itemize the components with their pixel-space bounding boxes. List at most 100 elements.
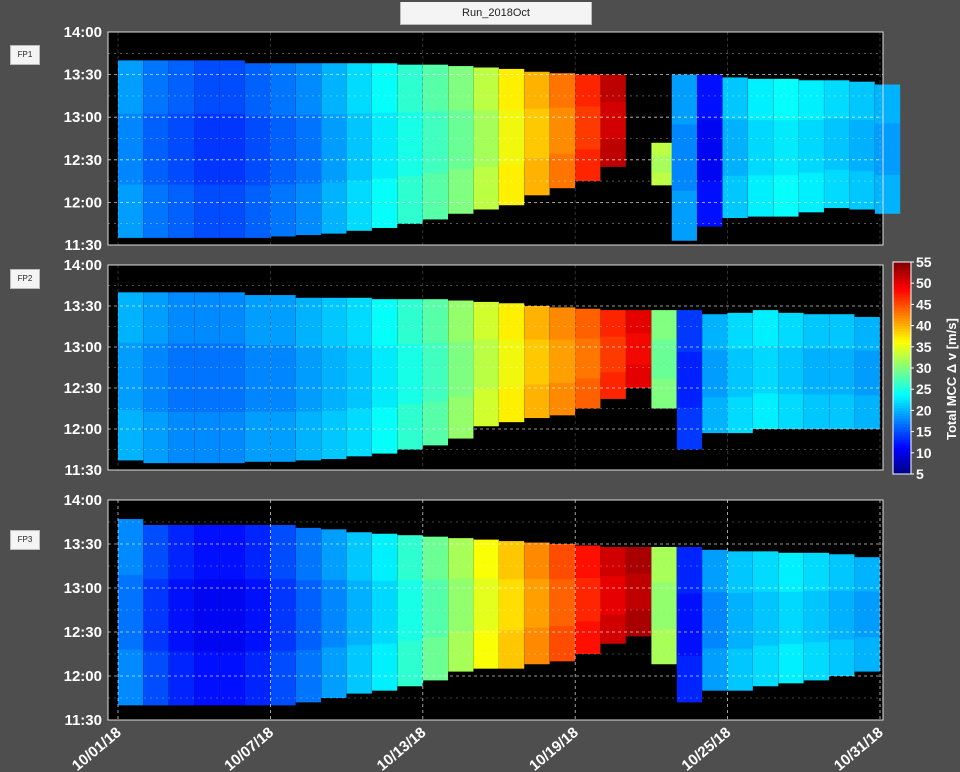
plot-frame xyxy=(107,264,884,471)
colorbar-segment xyxy=(893,455,911,459)
heatmap-cell-core xyxy=(194,579,220,652)
colorbar-tick-label: 45 xyxy=(916,296,932,312)
colorbar-segment xyxy=(893,320,911,324)
colorbar-segment xyxy=(893,341,911,345)
colorbar-segment xyxy=(893,458,911,462)
colorbar-segment xyxy=(893,354,911,358)
y-tick-label: 12:00 xyxy=(64,421,102,438)
colorbar-segment xyxy=(893,397,911,401)
heatmap-cell-core xyxy=(448,110,474,170)
colorbar-segment xyxy=(893,285,911,290)
colorbar-segment xyxy=(893,431,911,435)
heatmap-cell-core xyxy=(270,115,296,185)
colorbar-segment xyxy=(893,466,911,470)
colorbar-segment xyxy=(893,352,911,356)
heatmap-cell-core xyxy=(321,346,347,411)
x-tick-label: 10/31/18 xyxy=(831,724,887,772)
heatmap-cell-core xyxy=(143,579,169,652)
y-tick-label: 12:30 xyxy=(64,624,102,641)
panel-tag-fp1[interactable]: FP1 xyxy=(10,45,40,65)
heatmap-cell-core xyxy=(778,591,804,645)
colorbar-label: Total MCC Δ v [m/s] xyxy=(944,318,959,440)
heatmap-cell-core xyxy=(849,120,875,172)
panel-tag-fp3[interactable]: FP3 xyxy=(10,530,40,550)
heatmap-cell-core xyxy=(397,112,423,176)
heatmap-cell-core xyxy=(727,348,753,398)
y-tick-label: 12:00 xyxy=(64,194,102,211)
y-tick-label: 13:00 xyxy=(64,580,102,597)
heatmap-cell-core xyxy=(372,112,398,179)
heatmap-cell-core xyxy=(372,345,398,408)
heatmap-cell-core xyxy=(549,107,576,154)
colorbar-segment xyxy=(893,410,911,414)
colorbar-segment xyxy=(893,333,911,337)
colorbar-segment xyxy=(893,426,911,430)
colorbar-segment xyxy=(893,378,911,382)
y-tick-label: 14:00 xyxy=(64,24,102,41)
colorbar-segment xyxy=(893,325,911,329)
colorbar-segment xyxy=(893,418,911,422)
heatmap-cell-core xyxy=(549,339,576,383)
colorbar-segment xyxy=(893,402,911,406)
heatmap-cell-core xyxy=(753,345,779,394)
colorbar-segment xyxy=(893,450,911,454)
panel-tag-fp2[interactable]: FP2 xyxy=(10,269,40,289)
heatmap-cell-core xyxy=(803,348,830,395)
colorbar-segment xyxy=(893,293,911,298)
heatmap-cell-core xyxy=(473,578,499,630)
heatmap-cell-core xyxy=(219,113,245,185)
colorbar-segment xyxy=(893,262,911,266)
heatmap-cell-core xyxy=(295,346,322,412)
heatmap-cell-core xyxy=(575,578,601,622)
heatmap-cell-core xyxy=(626,573,652,610)
heatmap-cell-core xyxy=(803,591,830,643)
colorbar-segment xyxy=(893,346,911,351)
colorbar-segment xyxy=(893,405,911,409)
heatmap-cell-core xyxy=(321,114,347,183)
heatmap-cell-core xyxy=(448,578,474,632)
colorbar-segment xyxy=(893,423,911,427)
x-tick-label: 10/13/18 xyxy=(374,724,430,772)
y-tick-label: 14:00 xyxy=(64,492,102,509)
heatmap-cell-core xyxy=(524,579,550,628)
heatmap-cell-core xyxy=(168,113,195,185)
plot-frame xyxy=(107,499,884,721)
colorbar-tick-label: 5 xyxy=(916,466,924,482)
heatmap-cell-core xyxy=(372,580,398,644)
colorbar-segment xyxy=(893,399,911,404)
colorbar-segment xyxy=(893,463,911,467)
heatmap-cell-core xyxy=(219,343,245,412)
chart-title-tab[interactable]: Run_2018Oct xyxy=(400,2,592,25)
colorbar-segment xyxy=(893,312,911,316)
colorbar-segment xyxy=(893,444,911,449)
colorbar-segment xyxy=(893,421,911,425)
heatmap-cell-core xyxy=(874,123,901,175)
y-tick-label: 11:30 xyxy=(64,712,102,729)
heatmap-cell-core xyxy=(118,342,144,411)
heatmap-cell-core xyxy=(473,339,499,389)
heatmap-cell-core xyxy=(549,579,576,627)
colorbar-segment xyxy=(893,415,911,419)
heatmap-cell-core xyxy=(295,114,322,184)
heatmap-cell-core xyxy=(702,592,728,649)
colorbar-segment xyxy=(893,267,911,271)
colorbar-segment xyxy=(893,291,911,295)
colorbar-segment xyxy=(893,338,911,343)
colorbar-segment xyxy=(893,277,911,282)
heatmap-cell-core xyxy=(397,344,423,405)
colorbar-segment xyxy=(893,344,911,348)
colorbar-segment xyxy=(893,322,911,327)
colorbar-segment xyxy=(893,375,911,380)
colorbar-segment xyxy=(893,301,911,305)
heatmap-cell-core xyxy=(295,580,322,651)
y-tick-label: 13:30 xyxy=(64,536,102,553)
colorbar-segment xyxy=(893,413,911,417)
colorbar-tick-label: 55 xyxy=(916,254,932,270)
heatmap-cell-core xyxy=(346,345,372,409)
colorbar-segment xyxy=(893,357,911,361)
heatmap-cell-core xyxy=(824,118,850,170)
colorbar-tick-label: 20 xyxy=(916,402,932,418)
colorbar-tick-label: 30 xyxy=(916,360,932,376)
colorbar-segment xyxy=(893,288,911,292)
